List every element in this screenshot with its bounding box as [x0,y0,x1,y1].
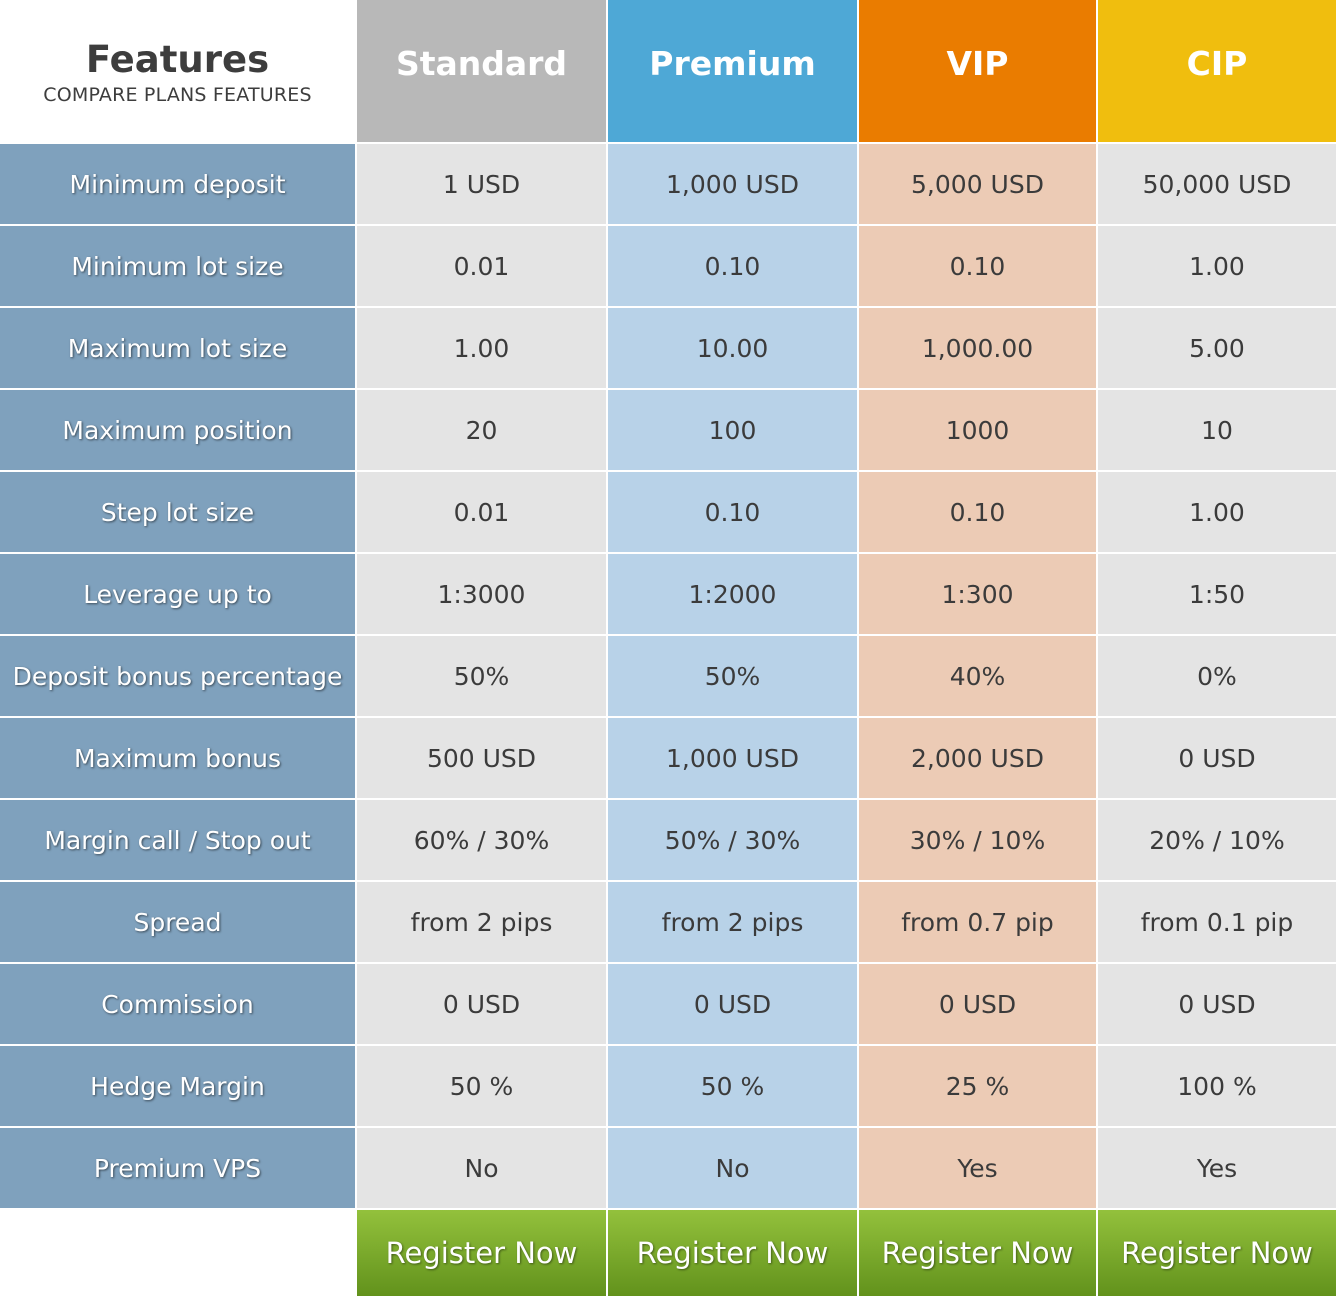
feature-label: Premium VPS [0,1126,355,1208]
feature-label: Leverage up to [0,552,355,634]
feature-label: Step lot size [0,470,355,552]
value-cell-standard: 50 % [355,1044,606,1126]
features-title: Features [85,37,270,81]
value-cell-standard: 20 [355,388,606,470]
value-cell-vip: 5,000 USD [857,142,1096,224]
feature-label: Commission [0,962,355,1044]
value-cell-premium: 0 USD [606,962,857,1044]
value-cell-standard: 0 USD [355,962,606,1044]
value-cell-vip: 2,000 USD [857,716,1096,798]
value-cell-cip: 20% / 10% [1096,798,1336,880]
feature-label: Maximum position [0,388,355,470]
value-cell-premium: 100 [606,388,857,470]
value-cell-vip: 30% / 10% [857,798,1096,880]
value-cell-premium: 1,000 USD [606,716,857,798]
plan-header-vip: VIP [857,0,1096,142]
value-cell-standard: 1 USD [355,142,606,224]
value-cell-premium: No [606,1126,857,1208]
value-cell-cip: 50,000 USD [1096,142,1336,224]
register-now-button-cip[interactable]: Register Now [1096,1208,1336,1296]
value-cell-vip: Yes [857,1126,1096,1208]
register-now-button-vip[interactable]: Register Now [857,1208,1096,1296]
value-cell-standard: 500 USD [355,716,606,798]
feature-label: Spread [0,880,355,962]
feature-label: Maximum lot size [0,306,355,388]
feature-label: Hedge Margin [0,1044,355,1126]
value-cell-vip: 0.10 [857,224,1096,306]
feature-label: Maximum bonus [0,716,355,798]
value-cell-vip: 40% [857,634,1096,716]
feature-label: Deposit bonus percentage [0,634,355,716]
value-cell-standard: 1:3000 [355,552,606,634]
value-cell-premium: 50 % [606,1044,857,1126]
value-cell-cip: 100 % [1096,1044,1336,1126]
value-cell-standard: 0.01 [355,470,606,552]
value-cell-standard: from 2 pips [355,880,606,962]
value-cell-cip: 10 [1096,388,1336,470]
value-cell-vip: 0.10 [857,470,1096,552]
value-cell-vip: 0 USD [857,962,1096,1044]
value-cell-vip: 1:300 [857,552,1096,634]
value-cell-cip: 0 USD [1096,962,1336,1044]
plan-header-cip: CIP [1096,0,1336,142]
feature-label: Margin call / Stop out [0,798,355,880]
value-cell-premium: 10.00 [606,306,857,388]
register-now-button-standard[interactable]: Register Now [355,1208,606,1296]
plan-header-premium: Premium [606,0,857,142]
value-cell-vip: 1,000.00 [857,306,1096,388]
value-cell-premium: 0.10 [606,470,857,552]
feature-label: Minimum lot size [0,224,355,306]
footer-blank [0,1208,355,1296]
value-cell-cip: 0 USD [1096,716,1336,798]
value-cell-cip: from 0.1 pip [1096,880,1336,962]
value-cell-cip: 5.00 [1096,306,1336,388]
value-cell-standard: 50% [355,634,606,716]
value-cell-premium: 0.10 [606,224,857,306]
value-cell-cip: 0% [1096,634,1336,716]
register-now-button-premium[interactable]: Register Now [606,1208,857,1296]
value-cell-premium: 50% / 30% [606,798,857,880]
features-header: Features COMPARE PLANS FEATURES [0,0,355,142]
value-cell-premium: 50% [606,634,857,716]
value-cell-standard: No [355,1126,606,1208]
value-cell-vip: 1000 [857,388,1096,470]
value-cell-vip: from 0.7 pip [857,880,1096,962]
value-cell-standard: 1.00 [355,306,606,388]
value-cell-standard: 0.01 [355,224,606,306]
value-cell-standard: 60% / 30% [355,798,606,880]
value-cell-premium: 1:2000 [606,552,857,634]
plan-header-standard: Standard [355,0,606,142]
value-cell-vip: 25 % [857,1044,1096,1126]
features-subtitle: COMPARE PLANS FEATURES [43,84,312,107]
value-cell-premium: 1,000 USD [606,142,857,224]
value-cell-cip: 1:50 [1096,552,1336,634]
feature-label: Minimum deposit [0,142,355,224]
value-cell-premium: from 2 pips [606,880,857,962]
value-cell-cip: 1.00 [1096,470,1336,552]
value-cell-cip: Yes [1096,1126,1336,1208]
value-cell-cip: 1.00 [1096,224,1336,306]
